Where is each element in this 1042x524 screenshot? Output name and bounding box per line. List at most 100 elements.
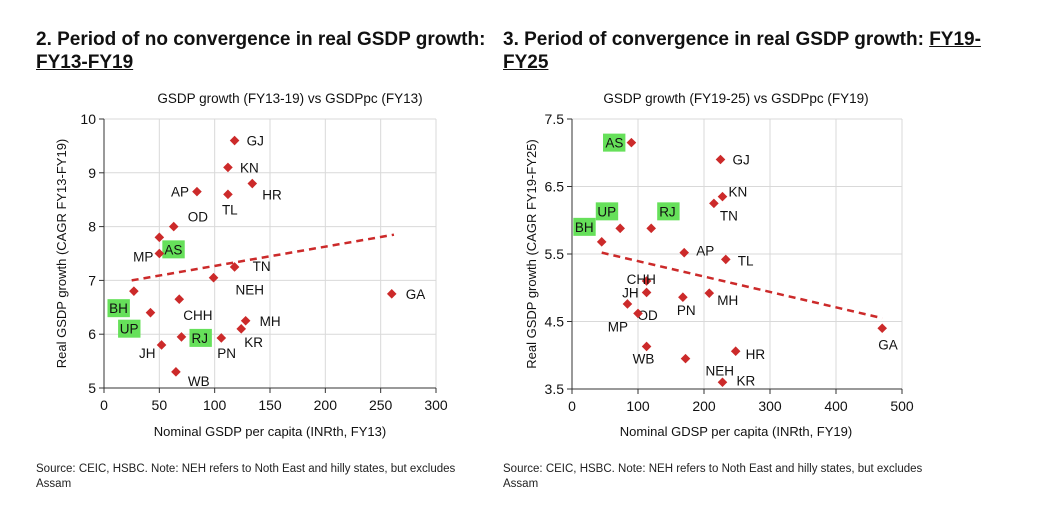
data-label-ap: AP xyxy=(171,185,189,200)
x-tick-label: 300 xyxy=(424,397,448,413)
data-point-mp xyxy=(154,248,165,259)
data-label-jh: JH xyxy=(622,285,639,300)
x-tick-label: 100 xyxy=(626,398,650,414)
data-point-jh xyxy=(641,287,652,298)
data-point-ap xyxy=(679,247,689,258)
chart-title: GSDP growth (FY13-19) vs GSDPpc (FY13) xyxy=(157,91,422,106)
data-label-kn: KN xyxy=(240,160,259,175)
x-tick-label: 300 xyxy=(758,398,782,414)
data-label-neh: NEH xyxy=(706,364,735,379)
data-point-wb xyxy=(171,367,181,377)
data-label-ap: AP xyxy=(696,244,714,259)
data-label-kr: KR xyxy=(244,335,263,350)
data-label-chh: CHH xyxy=(627,272,656,287)
data-point-ap xyxy=(192,186,202,197)
chart-heading-period: FY19-FY25 xyxy=(503,29,981,73)
data-point-kn xyxy=(223,162,233,173)
data-label-mp: MP xyxy=(133,250,153,265)
data-point-pn xyxy=(678,292,688,302)
y-axis-label: Real GSDP growth (CAGR FY13-FY19) xyxy=(54,139,69,369)
x-tick-label: 250 xyxy=(369,397,393,413)
data-point-neh xyxy=(680,353,691,364)
data-label-up: UP xyxy=(120,322,139,337)
data-label-as: AS xyxy=(605,136,623,151)
label-highlight xyxy=(162,240,185,259)
data-point-chh xyxy=(174,294,185,305)
chart-heading-period: FY13-FY19 xyxy=(36,52,134,73)
data-label-hr: HR xyxy=(262,188,282,203)
scatter-chart-fy13-fy19: GSDP growth (FY13-19) vs GSDPpc (FY13) No… xyxy=(54,91,448,439)
y-tick-label: 7.5 xyxy=(545,111,565,127)
data-label-tn: TN xyxy=(720,208,738,223)
label-highlight xyxy=(107,299,130,318)
data-point-tl xyxy=(223,189,233,200)
data-label-hr: HR xyxy=(746,347,766,362)
x-tick-label: 0 xyxy=(568,398,576,414)
chart-panel-left: 2. Period of no convergence in real GSDP… xyxy=(0,0,500,524)
data-point-gj xyxy=(229,135,240,146)
x-axis-label: Nominal GSDP per capita (INRth, FY13) xyxy=(154,424,386,439)
data-point-tn xyxy=(229,262,240,272)
data-label-rj: RJ xyxy=(659,204,676,219)
data-point-pn xyxy=(216,333,227,343)
data-label-mh: MH xyxy=(260,314,281,329)
source-note: Source: CEIC, HSBC. Note: NEH refers to … xyxy=(36,463,456,490)
data-label-tl: TL xyxy=(738,253,754,268)
data-point-up xyxy=(145,307,156,318)
chart-title: GSDP growth (FY19-25) vs GSDPpc (FY19) xyxy=(603,91,868,106)
y-tick-label: 5 xyxy=(88,380,96,396)
data-point-as xyxy=(154,232,165,243)
chart-panel-right: 3. Period of convergence in real GSDP gr… xyxy=(500,0,1000,524)
x-tick-label: 50 xyxy=(152,397,168,413)
data-point-bh xyxy=(596,237,607,247)
data-label-wb: WB xyxy=(188,374,210,389)
y-tick-label: 9 xyxy=(88,165,96,181)
data-point-rj xyxy=(646,223,656,234)
data-label-kn: KN xyxy=(728,185,747,200)
trendline xyxy=(131,233,395,282)
y-tick-label: 4.5 xyxy=(545,314,565,330)
data-point-kr xyxy=(717,377,728,388)
label-highlight xyxy=(573,217,596,236)
label-highlight xyxy=(189,328,212,347)
data-label-gj: GJ xyxy=(247,134,264,149)
y-tick-label: 7 xyxy=(88,272,96,288)
y-tick-label: 10 xyxy=(80,111,96,127)
data-point-tn xyxy=(709,198,719,209)
data-label-od: OD xyxy=(637,308,658,323)
data-label-ga: GA xyxy=(878,337,898,352)
data-point-as xyxy=(626,137,637,148)
y-tick-label: 5.5 xyxy=(545,246,565,262)
data-label-gj: GJ xyxy=(733,153,750,168)
data-label-neh: NEH xyxy=(236,283,265,298)
data-label-bh: BH xyxy=(109,301,128,316)
chart-heading: 2. Period of no convergence in real GSDP… xyxy=(36,28,516,74)
chart-heading-text: 3. Period of convergence in real GSDP gr… xyxy=(503,29,924,50)
data-point-neh xyxy=(208,272,219,283)
data-label-rj: RJ xyxy=(191,331,208,346)
x-tick-label: 200 xyxy=(692,398,716,414)
data-point-kr xyxy=(236,324,247,334)
data-label-as: AS xyxy=(164,242,182,257)
data-label-kr: KR xyxy=(736,373,755,388)
y-axis-label: Real GSDP growth (CAGR FY19-FY25) xyxy=(524,139,539,369)
data-point-rj xyxy=(176,332,187,342)
data-point-kn xyxy=(717,191,728,202)
data-point-chh xyxy=(641,276,652,286)
data-label-od: OD xyxy=(188,210,209,225)
chart-heading-text: 2. Period of no convergence in real GSDP… xyxy=(36,29,486,50)
source-note: Source: CEIC, HSBC. Note: NEH refers to … xyxy=(503,463,923,490)
data-label-tl: TL xyxy=(222,202,238,217)
data-point-bh xyxy=(129,286,139,296)
data-point-up xyxy=(615,223,625,234)
scatter-chart-fy19-fy25: GSDP growth (FY19-25) vs GSDPpc (FY19) No… xyxy=(524,91,914,439)
y-tick-label: 8 xyxy=(88,219,96,235)
data-point-hr xyxy=(730,346,741,356)
data-point-mh xyxy=(704,288,715,298)
data-point-tl xyxy=(720,254,731,265)
data-label-ga: GA xyxy=(406,287,426,302)
data-point-mh xyxy=(240,315,251,326)
data-label-mp: MP xyxy=(608,319,628,334)
y-tick-label: 6 xyxy=(88,326,96,342)
data-point-hr xyxy=(247,178,258,189)
